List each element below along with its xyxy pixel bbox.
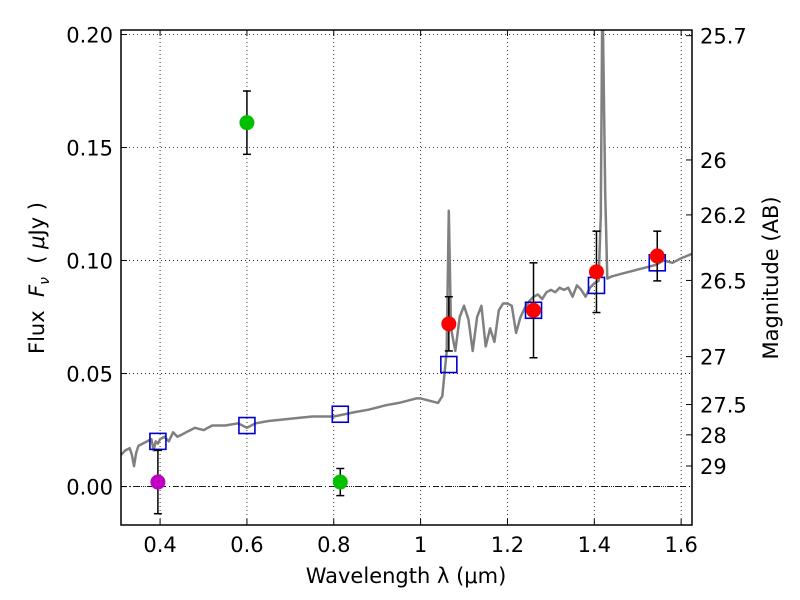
x-tick-label: 1.4 [578, 533, 611, 557]
observed-point [150, 474, 166, 490]
right-tick-label: 25.7 [700, 25, 747, 49]
observed-point [649, 248, 665, 264]
tick-group: 0.4 0.6 0.8 1 1.2 1.4 1.6 0.00 0.05 0.10 0.15 0.20 2… [66, 24, 747, 557]
x-tick-label: 1.6 [664, 533, 697, 557]
y-tick-label: 0.15 [66, 137, 113, 161]
x-tick-label: 0.4 [143, 533, 176, 557]
right-tick-label: 26 [700, 149, 727, 173]
x-tick-label: 0.6 [230, 533, 263, 557]
observed-point [441, 316, 457, 332]
model-photometry-square [149, 432, 167, 451]
observed-point [588, 264, 604, 280]
right-tick-label: 27.5 [700, 394, 747, 418]
right-tick-label: 26.5 [700, 269, 747, 293]
model-photometry-square [440, 355, 458, 374]
observed-point [239, 115, 255, 131]
x-tick-label: 1 [414, 533, 427, 557]
right-tick-label: 26.2 [700, 204, 747, 228]
x-tick-label: 0.8 [317, 533, 350, 557]
y-tick-label: 0.00 [66, 476, 113, 500]
y-tick-label: 0.20 [66, 24, 113, 48]
plot-frame [120, 29, 693, 526]
observed-point [526, 302, 542, 318]
grid-lines [121, 30, 692, 525]
y-axis-label: Flux Fν ( μJy ) [25, 202, 53, 354]
right-axis-label: Magnitude (AB) [759, 196, 783, 359]
model-photometry-square [238, 416, 256, 435]
y-tick-label: 0.05 [66, 363, 113, 387]
observed-point [332, 474, 348, 490]
right-tick-label: 28 [700, 424, 727, 448]
x-axis-label: Wavelength λ (μm) [306, 564, 507, 588]
right-tick-label: 29 [700, 455, 727, 479]
x-tick-label: 1.2 [491, 533, 524, 557]
model-photometry-square [331, 405, 350, 424]
marker-group [149, 90, 667, 515]
y-tick-label: 0.10 [66, 250, 113, 274]
right-tick-label: 27 [700, 346, 727, 370]
